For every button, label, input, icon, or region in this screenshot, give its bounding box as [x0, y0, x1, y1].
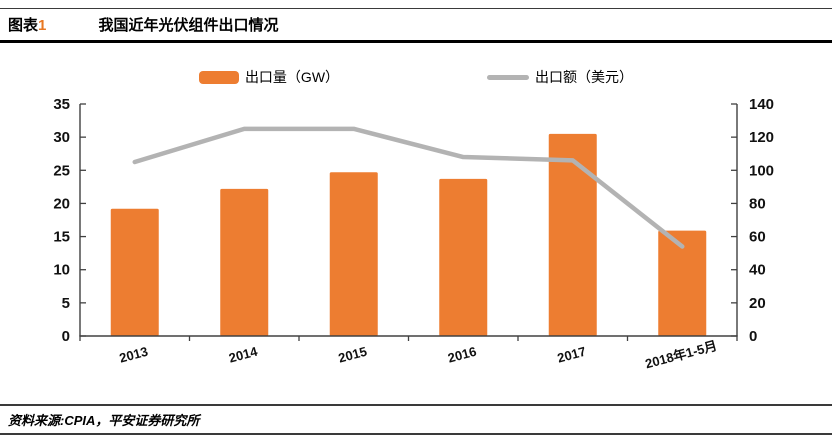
bar-2018年1-5月: [658, 230, 707, 336]
line-series-export-value: [132, 126, 685, 249]
right-axis-tick-label: 100: [749, 162, 774, 179]
top-rule: [0, 8, 832, 9]
figure-label: 图表1: [8, 17, 46, 34]
bar-2015: [329, 172, 378, 336]
figure-label-number: 1: [38, 17, 47, 34]
left-axis-tick-label: 35: [53, 96, 70, 113]
left-axis-tick-label: 25: [53, 162, 70, 179]
chart-plot: 0 5 10 15 20 25 30 35 0 20 40 60 80 100 120 140 2013 2014…: [53, 96, 774, 372]
figure-label-text: 图表: [8, 17, 39, 34]
right-axis-tick-label: 20: [749, 295, 766, 312]
source-divider-bottom: [0, 433, 832, 435]
left-axis-tick-label: 0: [62, 328, 70, 345]
legend-item-export-volume: 出口量（GW）: [198, 67, 340, 87]
legend-label-export-volume: 出口量（GW）: [244, 69, 340, 85]
title-divider: [0, 40, 832, 43]
x-label-2014: 2014: [227, 343, 260, 365]
right-axis-tick-label: 80: [749, 195, 766, 212]
legend-item-export-value: 出口额（美元）: [487, 67, 633, 87]
left-axis-tick-label: 15: [53, 229, 70, 246]
right-axis-tick-label: 40: [749, 262, 766, 279]
right-axis-tick-label: 140: [749, 96, 774, 113]
legend: 出口量（GW） 出口额（美元）: [0, 67, 832, 87]
bar-swatch-icon: [198, 70, 239, 84]
left-axis-tick-label: 20: [53, 195, 70, 212]
source-note: 资料来源:CPIA，平安证券研究所: [8, 413, 200, 428]
chart-title: 我国近年光伏组件出口情况: [98, 17, 279, 34]
left-axis-tick-label: 10: [53, 262, 70, 279]
bar-2014: [220, 188, 269, 336]
right-axis-tick-label: 0: [749, 328, 757, 345]
left-axis-tick-label: 30: [53, 129, 70, 146]
right-axis-tick-label: 120: [749, 129, 774, 146]
right-axis-tick-label: 60: [749, 229, 766, 246]
x-label-2016: 2016: [446, 344, 478, 366]
x-label-2017: 2017: [556, 344, 588, 366]
source-divider-top: [0, 404, 832, 406]
bar-2013: [110, 208, 159, 336]
x-label-2015: 2015: [337, 344, 369, 366]
line-swatch-icon: [487, 74, 530, 80]
legend-label-export-value: 出口额（美元）: [535, 69, 634, 85]
bar-2016: [439, 178, 488, 336]
x-label-2013: 2013: [118, 344, 150, 366]
bar-2017: [548, 133, 597, 336]
x-label-2018年1-5月: 2018年1-5月: [644, 338, 719, 372]
left-axis-tick-label: 5: [62, 295, 70, 312]
chart-header: 图表1 我国近年光伏组件出口情况: [8, 14, 824, 35]
